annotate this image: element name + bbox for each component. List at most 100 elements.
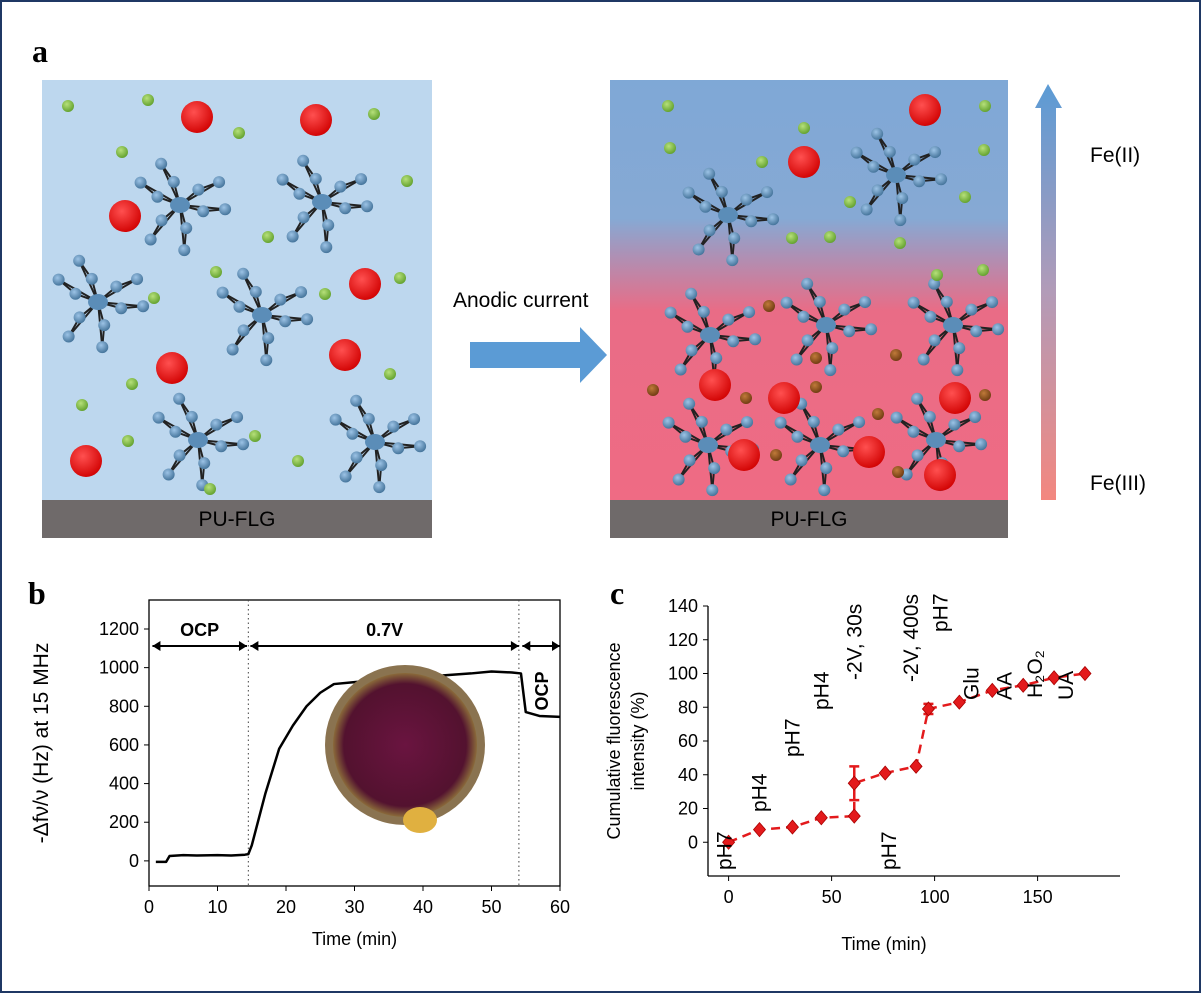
atom — [155, 157, 168, 170]
atom — [52, 273, 65, 286]
core — [943, 317, 963, 333]
x-tick-label: 50 — [481, 897, 501, 917]
atom — [297, 154, 310, 167]
y-tick-label: 140 — [668, 596, 698, 616]
atom — [953, 440, 966, 453]
ion — [664, 142, 676, 154]
atom — [260, 354, 273, 367]
dish — [333, 673, 477, 817]
core — [88, 294, 108, 310]
atom — [703, 224, 716, 237]
data-point — [878, 765, 892, 781]
sphere — [329, 339, 361, 371]
y-tick-label: 80 — [678, 697, 698, 717]
ion — [249, 430, 261, 442]
atom — [69, 287, 82, 300]
atom — [801, 334, 814, 347]
atom — [741, 416, 754, 429]
atom — [169, 425, 182, 438]
atom — [745, 215, 758, 228]
ion — [662, 100, 674, 112]
atom — [801, 277, 814, 290]
x-tick-label: 0 — [724, 887, 734, 907]
ion — [977, 264, 989, 276]
atom — [975, 438, 988, 451]
atom — [969, 411, 982, 424]
atom — [664, 306, 677, 319]
atom — [907, 425, 920, 438]
atom — [309, 172, 322, 185]
atom — [322, 219, 335, 232]
y-tick-label: 800 — [109, 696, 139, 716]
x-tick-label: 10 — [207, 897, 227, 917]
point-label: H₂O₂ — [1024, 650, 1047, 698]
sphere — [853, 436, 885, 468]
atom — [167, 175, 180, 188]
ion — [233, 127, 245, 139]
atom — [867, 160, 880, 173]
atom — [414, 440, 427, 453]
x-tick-label: 150 — [1023, 887, 1053, 907]
ion — [262, 231, 274, 243]
ion — [122, 435, 134, 447]
x-tick-label: 100 — [920, 887, 950, 907]
atom — [215, 440, 228, 453]
atom — [685, 344, 698, 357]
data-point — [921, 701, 935, 717]
atom — [320, 241, 333, 254]
atom — [387, 420, 400, 433]
atom — [185, 410, 198, 423]
atom — [860, 203, 873, 216]
atom — [213, 176, 226, 189]
atom — [73, 254, 86, 267]
arrowhead — [250, 641, 259, 651]
arrowhead — [522, 641, 531, 651]
ion — [62, 100, 74, 112]
ion — [810, 352, 822, 364]
atom — [197, 205, 210, 218]
ion — [394, 272, 406, 284]
atom — [824, 364, 837, 377]
atom — [339, 202, 352, 215]
y-tick-label: 200 — [109, 812, 139, 832]
data-point — [814, 810, 828, 826]
core — [698, 437, 718, 453]
core — [810, 437, 830, 453]
sphere — [788, 146, 820, 178]
point-label: pH4 — [810, 671, 833, 710]
atom — [226, 343, 239, 356]
atom — [986, 296, 999, 309]
atom — [237, 324, 250, 337]
data-point — [847, 808, 861, 824]
atom — [679, 430, 692, 443]
data-point — [1047, 670, 1061, 686]
atom — [774, 416, 787, 429]
y-tick-label: 120 — [668, 630, 698, 650]
atom — [706, 484, 719, 497]
atom — [362, 412, 375, 425]
atom — [293, 187, 306, 200]
atom — [859, 296, 872, 309]
data-point — [1016, 677, 1030, 693]
atom — [674, 363, 687, 376]
point-label: pH4 — [749, 773, 772, 812]
sphere — [924, 459, 956, 491]
diagram: PU-FLG PU-FLG Anodic current Fe(II) Fe(I… — [42, 80, 1146, 538]
atom — [715, 185, 728, 198]
x-tick-label: 50 — [822, 887, 842, 907]
ion — [204, 483, 216, 495]
ion — [892, 466, 904, 478]
ion — [126, 378, 138, 390]
ion — [756, 156, 768, 168]
atom — [683, 454, 696, 467]
data-point — [1078, 665, 1092, 682]
data-point — [752, 821, 767, 838]
atom — [131, 273, 144, 286]
atom — [992, 323, 1005, 336]
atom — [699, 200, 712, 213]
ion — [824, 231, 836, 243]
atom — [728, 232, 741, 245]
atom — [192, 183, 205, 196]
ion — [770, 449, 782, 461]
atom — [749, 333, 762, 346]
